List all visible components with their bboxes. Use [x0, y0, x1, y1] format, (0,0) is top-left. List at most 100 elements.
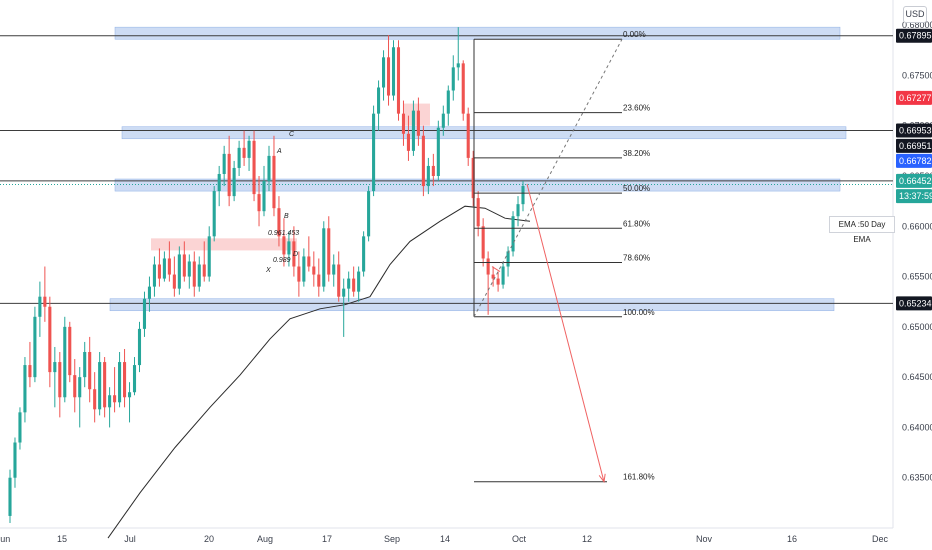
price-tag: 0.67895	[896, 28, 932, 43]
candle-body	[58, 362, 62, 398]
candle-body	[123, 362, 127, 398]
candle	[347, 271, 351, 302]
candle-body	[247, 140, 251, 158]
candle	[521, 181, 525, 212]
candle-body	[68, 326, 72, 376]
candle	[267, 145, 271, 192]
candle-body	[53, 362, 57, 373]
projection-line	[526, 183, 605, 482]
candle	[147, 276, 152, 312]
candle	[352, 266, 356, 297]
fib-level-label: 161.80%	[623, 473, 655, 482]
pattern-point-label: X	[265, 267, 271, 274]
candle-body	[98, 362, 102, 410]
candle-body	[227, 153, 231, 197]
candle-body	[287, 241, 291, 255]
grid	[0, 0, 894, 529]
candle-body	[426, 165, 430, 187]
candle	[43, 266, 47, 322]
candle	[167, 241, 171, 282]
candle	[242, 130, 246, 166]
candle	[451, 55, 455, 101]
candle-body	[212, 191, 216, 237]
price-tag: 0.66782	[896, 153, 932, 168]
candle-body	[342, 288, 346, 297]
price-tag-bg	[896, 138, 932, 153]
candle	[322, 221, 326, 292]
candle	[152, 256, 156, 297]
fib-level-label: 23.60%	[623, 104, 650, 113]
candle-body	[43, 296, 47, 307]
candle	[292, 226, 296, 277]
candle-body	[197, 264, 201, 287]
candle	[262, 165, 266, 217]
zone-band	[114, 178, 841, 192]
time-axis-tick: 16	[787, 534, 797, 544]
time-axis-tick: Sep	[384, 534, 400, 544]
candle-body	[177, 254, 181, 289]
candle-body	[347, 278, 351, 289]
candle	[33, 306, 37, 383]
candle-body	[222, 153, 226, 174]
price-tag-label: 0.67895	[899, 31, 932, 41]
candle	[307, 236, 311, 272]
fib-level-label: 0.00%	[623, 30, 646, 39]
candle-body	[386, 57, 391, 96]
candle-body	[108, 395, 112, 408]
candle-body	[381, 57, 386, 88]
candle	[78, 367, 82, 428]
candle	[202, 241, 206, 282]
candle	[377, 80, 381, 131]
candle-body	[501, 266, 505, 285]
candle-body	[391, 47, 396, 96]
candle-body	[167, 258, 171, 275]
candle	[83, 341, 87, 388]
candle-body	[132, 365, 137, 393]
fib-level-label: 38.20%	[623, 149, 650, 158]
candle	[252, 130, 256, 202]
price-tag-label: 13:37:59	[899, 191, 932, 201]
price-tag-bg	[896, 90, 932, 105]
candle	[461, 60, 465, 121]
candle-body	[372, 113, 376, 192]
candle	[426, 157, 430, 195]
candle	[391, 40, 396, 101]
candle-body	[162, 258, 166, 279]
candle	[118, 352, 122, 408]
candle	[58, 352, 62, 418]
candle	[491, 266, 495, 287]
candle	[481, 218, 485, 267]
candle	[197, 256, 201, 292]
candle-body	[48, 306, 52, 373]
candle-body	[63, 326, 67, 398]
candle	[302, 248, 306, 287]
candle	[98, 352, 102, 416]
candle	[381, 50, 386, 101]
candle	[113, 367, 117, 413]
price-tag: 13:37:59	[896, 189, 932, 204]
candle	[421, 125, 425, 197]
zone-band	[121, 126, 847, 140]
price-tag: 0.66953	[896, 123, 932, 138]
zone-band	[109, 298, 835, 312]
currency-label[interactable]: USD	[903, 6, 927, 23]
candle-body	[521, 186, 525, 205]
candle	[227, 135, 231, 207]
candle-body	[267, 155, 271, 182]
candle	[192, 251, 196, 297]
candle-body	[242, 147, 246, 158]
time-axis-tick: 17	[322, 534, 332, 544]
candle	[372, 105, 376, 197]
projection-arrow	[491, 183, 606, 483]
time-axis[interactable]: Jun 15 Jul 20 Aug 17 Sep 14 Oct 12 Nov 16 Dec	[0, 534, 888, 544]
candle-body	[401, 113, 406, 134]
candle	[28, 341, 32, 388]
candle-body	[337, 264, 341, 297]
candle	[362, 231, 366, 277]
candle-body	[192, 261, 196, 287]
candle	[68, 321, 72, 383]
candle-body	[277, 208, 281, 237]
candle	[123, 348, 127, 408]
price-axis[interactable]: 0.680000.675000.670000.665000.660000.655…	[896, 20, 932, 483]
